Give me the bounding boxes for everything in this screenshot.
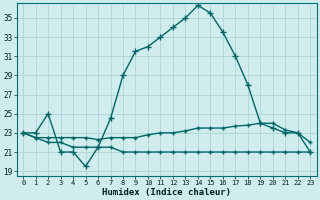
X-axis label: Humidex (Indice chaleur): Humidex (Indice chaleur) [102, 188, 231, 197]
